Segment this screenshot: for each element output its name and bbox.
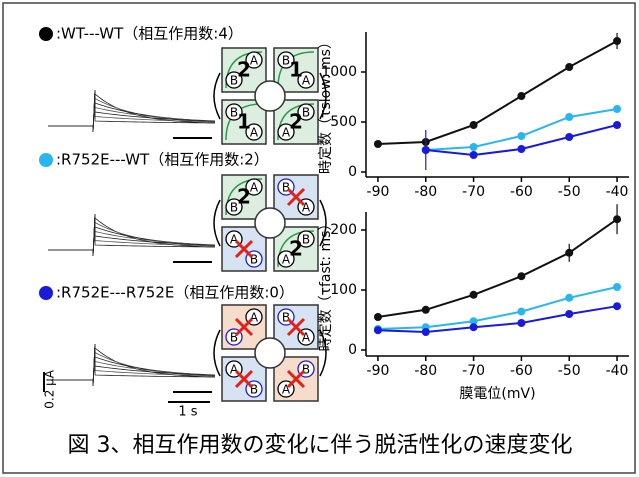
residue-label: B [282, 181, 290, 195]
data-point [470, 143, 478, 151]
residue-label: B [302, 233, 310, 247]
residue-label: B [302, 106, 310, 120]
residue-label: B [282, 311, 290, 325]
legend-label: :R752E---R752E（相互作用数:0） [56, 284, 294, 302]
data-point [613, 37, 621, 45]
data-point [517, 145, 525, 153]
legend-label: :WT---WT（相互作用数:4） [56, 25, 243, 43]
data-point [422, 306, 430, 314]
residue-label: A [302, 74, 311, 88]
caption: 図 3、相互作用数の変化に伴う脱活性化の速度変化 [68, 433, 573, 458]
x-tick-label: -70 [462, 363, 485, 379]
data-point [613, 283, 621, 291]
data-point [565, 310, 573, 318]
data-point [565, 133, 573, 141]
figure: 図 3、相互作用数の変化に伴う脱活性化の速度変化 0.2 µA 1 s :WT-… [0, 0, 639, 477]
scale-time: 1 s [178, 405, 197, 420]
interaction-count: 2 [289, 237, 303, 261]
data-point [613, 302, 621, 310]
data-point [565, 294, 573, 302]
legend-label: :R752E---WT（相互作用数:2） [56, 151, 269, 169]
pore [255, 81, 285, 111]
x-tick-label: -60 [510, 363, 533, 379]
data-point [565, 249, 573, 257]
x-tick-label: -70 [462, 184, 485, 200]
data-point [422, 146, 430, 154]
data-point [517, 308, 525, 316]
x-tick-label: -90 [367, 363, 390, 379]
interaction-count: 1 [237, 110, 251, 134]
y-tick-label: 200 [330, 222, 357, 238]
data-point [374, 140, 382, 148]
interaction-count: 2 [289, 110, 303, 134]
y-axis-title: 時定数（τfast: ms） [318, 217, 334, 352]
x-axis-title: 膜電位(mV) [459, 386, 535, 402]
data-point [374, 326, 382, 334]
x-tick-label: -80 [414, 363, 437, 379]
x-tick-label: -90 [367, 184, 390, 200]
interaction-count: 1 [289, 58, 303, 82]
pore [255, 338, 285, 368]
x-tick-label: -50 [558, 184, 581, 200]
x-tick-label: -80 [414, 184, 437, 200]
legend-marker [39, 286, 53, 300]
data-point [470, 151, 478, 159]
residue-label: A [250, 54, 259, 68]
data-point [422, 328, 430, 336]
residue-label: A [250, 311, 259, 325]
residue-label: A [250, 181, 259, 195]
data-point [565, 63, 573, 71]
y-axis-title: 時定数（τslow: ms） [318, 35, 334, 174]
y-tick-label: 0 [348, 164, 357, 180]
data-point [470, 291, 478, 299]
interaction-count: 2 [237, 185, 251, 209]
x-tick-label: -50 [558, 363, 581, 379]
y-tick-label: 100 [330, 282, 357, 298]
residue-label: A [250, 126, 259, 140]
data-point [565, 113, 573, 121]
data-point [517, 319, 525, 327]
data-point [517, 132, 525, 140]
data-point [517, 92, 525, 100]
data-point [613, 215, 621, 223]
legend-marker [39, 153, 53, 167]
y-tick-label: 500 [330, 114, 357, 130]
x-tick-label: -40 [606, 184, 629, 200]
data-point [613, 105, 621, 113]
pore [255, 208, 285, 238]
legend-marker [39, 27, 53, 41]
data-point [517, 272, 525, 280]
data-point [470, 323, 478, 331]
y-tick-label: 0 [348, 342, 357, 358]
data-point [374, 313, 382, 321]
data-point [470, 121, 478, 129]
data-point [613, 121, 621, 129]
residue-label: B [302, 363, 310, 377]
x-tick-label: -60 [510, 184, 533, 200]
interaction-count: 2 [237, 58, 251, 82]
x-tick-label: -40 [606, 363, 629, 379]
